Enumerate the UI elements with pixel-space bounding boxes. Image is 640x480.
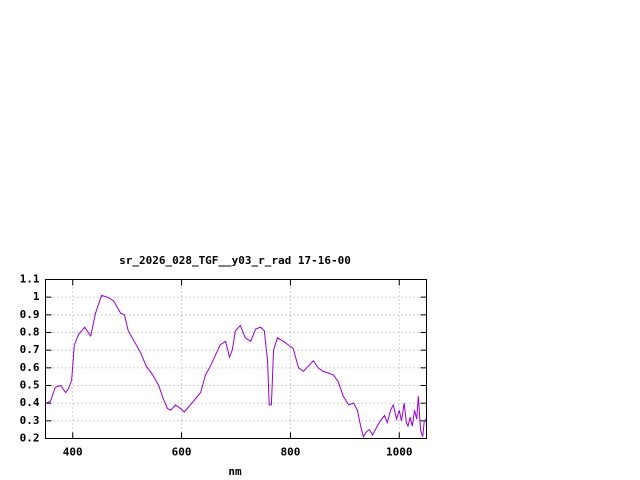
x-tick-label: 1000 bbox=[386, 446, 413, 459]
y-tick-label: 0.2 bbox=[20, 432, 40, 445]
y-tick-label: 0.9 bbox=[20, 308, 40, 321]
y-tick-label: 0.8 bbox=[20, 326, 40, 339]
plot-border bbox=[45, 279, 427, 439]
y-tick-label: 0.3 bbox=[20, 414, 40, 427]
y-tick-label: 0.4 bbox=[20, 396, 40, 409]
y-tick-label: 1 bbox=[33, 290, 40, 303]
y-tick-label: 0.7 bbox=[20, 343, 40, 356]
x-axis-label: nm bbox=[228, 465, 242, 478]
data-line bbox=[45, 294, 427, 438]
x-tick-label: 600 bbox=[172, 446, 192, 459]
x-tick-label: 800 bbox=[280, 446, 300, 459]
y-tick-label: 1.1 bbox=[20, 273, 40, 286]
plot-area: 0.2 0.3 0.4 0.5 0.6 0.7 0.8 0.9 1 1.1 400 600 800 100… bbox=[20, 273, 427, 459]
y-tick-label: 0.5 bbox=[20, 379, 40, 392]
chart-title: sr_2026_028_TGF__y03_r_rad 17-16-00 bbox=[119, 254, 351, 267]
y-tick-label: 0.6 bbox=[20, 361, 40, 374]
x-tick-label: 400 bbox=[63, 446, 83, 459]
